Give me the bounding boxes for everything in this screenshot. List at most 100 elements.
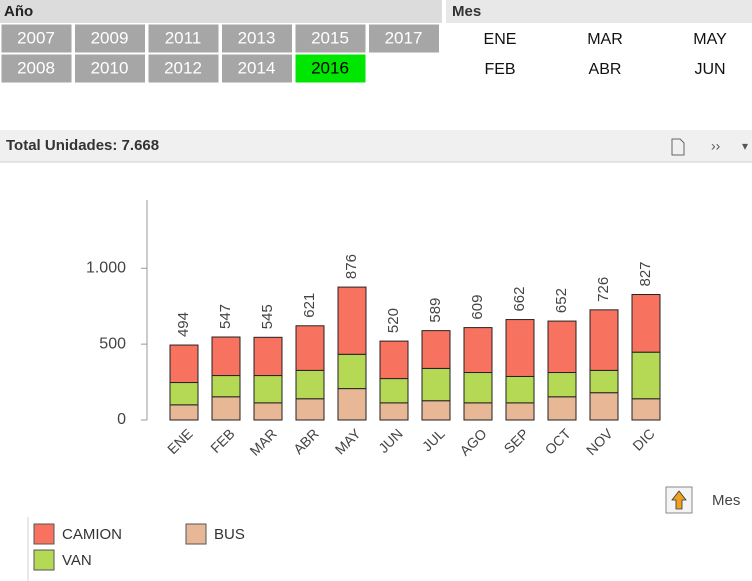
year-label[interactable]: 2016 (311, 58, 349, 77)
y-tick-label: 500 (99, 335, 126, 352)
drill-up-arrow[interactable] (671, 490, 687, 510)
more-icon[interactable]: ›› (711, 138, 721, 154)
y-tick-label: 0 (117, 411, 126, 428)
year-cell[interactable] (0, 53, 73, 84)
year-cell[interactable] (221, 53, 293, 84)
year-cell[interactable] (74, 53, 146, 84)
year-cell[interactable] (294, 53, 367, 84)
x-tick-label: NOV (583, 425, 616, 458)
menu-icon[interactable]: ▾ (742, 139, 748, 153)
bar-segment (337, 286, 367, 355)
bar-segment (337, 353, 367, 390)
bar-segment (463, 327, 493, 374)
year-label[interactable]: 2012 (164, 58, 202, 77)
total-label: 609 (469, 295, 486, 320)
month-label[interactable]: ENE (484, 31, 517, 48)
year-header (0, 0, 442, 23)
bar-segment (547, 396, 577, 421)
total-label: 621 (301, 293, 318, 318)
bar-segment (631, 398, 661, 421)
year-cell[interactable] (294, 23, 367, 54)
bar-segment (463, 372, 493, 404)
x-tick-label: MAY (332, 425, 364, 457)
month-label[interactable]: MAY (693, 31, 727, 48)
x-tick-label: JUN (375, 425, 406, 456)
year-cell[interactable] (74, 23, 146, 54)
legend-swatch (33, 549, 55, 571)
year-cell[interactable] (147, 53, 220, 84)
bar-segment (295, 369, 325, 400)
bar-segment (211, 336, 241, 377)
total-label: 652 (553, 288, 570, 313)
x-tick-label: ENE (164, 425, 196, 457)
y-tick-label: 1.000 (86, 259, 126, 276)
year-cell[interactable] (0, 23, 73, 54)
month-header (446, 0, 752, 23)
month-label[interactable]: MAR (587, 31, 623, 48)
year-label[interactable]: 2008 (17, 58, 55, 77)
bar-segment (463, 402, 493, 421)
bar-segment (169, 382, 199, 406)
bar-segment (169, 344, 199, 384)
header-icons[interactable]: ›› ▾ (671, 138, 748, 156)
bar-segment (505, 319, 535, 377)
x-tick-label: AGO (456, 425, 489, 458)
total-label: 589 (427, 298, 444, 323)
bar-segment (253, 336, 283, 377)
month-label[interactable]: ABR (589, 61, 622, 78)
month-label[interactable]: FEB (484, 61, 515, 78)
bar-segment (211, 396, 241, 421)
legend-label: CAMION (62, 526, 122, 543)
legend-label: VAN (62, 552, 92, 569)
x-tick-label: JUL (419, 425, 448, 454)
x-tick-label: SEP (501, 425, 532, 456)
bar-segment (421, 367, 451, 402)
year-cell[interactable] (147, 23, 220, 54)
year-cell[interactable] (368, 23, 440, 54)
chart-title: Total Unidades: 7.668 (6, 137, 159, 154)
year-label[interactable]: 2013 (238, 28, 276, 47)
year-label[interactable]: 2007 (17, 28, 55, 47)
legend-swatch (33, 523, 55, 545)
total-label: 545 (259, 304, 276, 329)
legend-label: BUS (214, 526, 245, 543)
bar-segment (169, 404, 199, 421)
bar-segment (295, 398, 325, 421)
year-label[interactable]: 2009 (91, 28, 129, 47)
total-label: 662 (511, 287, 528, 312)
bar-segment (421, 400, 451, 421)
chart-header (0, 130, 752, 162)
bar-segment (547, 320, 577, 374)
year-label[interactable]: 2010 (91, 58, 129, 77)
month-label[interactable]: JUN (694, 61, 725, 78)
bar-segment (295, 325, 325, 371)
x-tick-label: DIC (629, 425, 657, 453)
bar-segment (253, 402, 283, 421)
year-label[interactable]: 2015 (311, 28, 349, 47)
total-label: 547 (217, 304, 234, 329)
drill-label: Mes (712, 492, 740, 509)
year-label[interactable]: 2017 (385, 28, 423, 47)
total-label: 520 (385, 308, 402, 333)
total-label: 876 (343, 254, 360, 279)
bar-segment (421, 330, 451, 369)
bar-segment (379, 402, 409, 421)
x-tick-label: OCT (542, 425, 575, 458)
total-label: 726 (595, 277, 612, 302)
bar-segment (589, 392, 619, 421)
bar-segment (589, 369, 619, 394)
bar-segment (589, 309, 619, 371)
x-tick-label: FEB (207, 425, 238, 456)
bar-segment (505, 402, 535, 421)
bar-segment (631, 294, 661, 353)
year-cell[interactable] (221, 23, 293, 54)
year-label[interactable]: 2014 (238, 58, 276, 77)
total-label: 827 (637, 261, 654, 286)
x-tick-label: ABR (290, 425, 322, 457)
year-label[interactable]: 2011 (165, 28, 202, 47)
bar-segment (379, 378, 409, 404)
clear-icon[interactable] (671, 138, 685, 156)
legend-swatch (185, 523, 207, 545)
bar-segment (547, 372, 577, 398)
